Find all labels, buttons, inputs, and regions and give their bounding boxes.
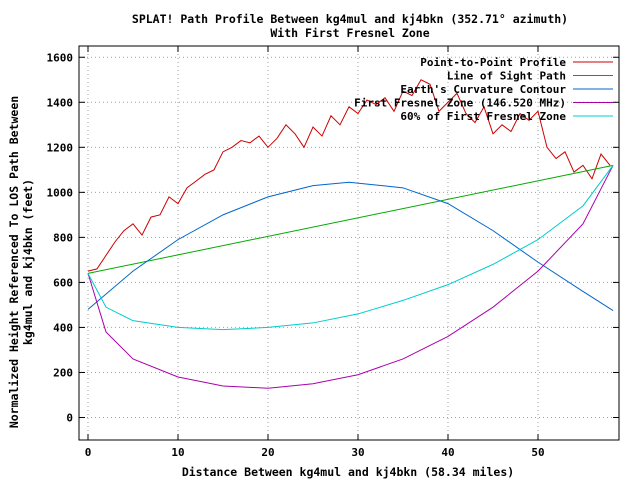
legend-label: Point-to-Point Profile [420, 56, 566, 69]
x-tick-label: 10 [171, 446, 184, 459]
y-tick-label: 1400 [47, 96, 74, 109]
x-tick-label: 50 [531, 446, 544, 459]
series-line-2 [87, 181, 614, 311]
legend-label: Earth's Curvature Contour [400, 83, 566, 96]
y-tick-label: 400 [53, 321, 73, 334]
x-tick-label: 0 [85, 446, 92, 459]
x-tick-label: 40 [441, 446, 454, 459]
series-layer [87, 79, 614, 389]
series-line-4 [87, 165, 614, 331]
plot-border [78, 45, 620, 441]
legend-label: Line of Sight Path [447, 70, 566, 83]
y-axis-label-line1: Normalized Height Referenced To LOS Path… [7, 96, 21, 428]
y-tick-label: 1600 [47, 51, 74, 64]
y-tick-label: 0 [66, 411, 73, 424]
y-tick-label: 1000 [47, 186, 74, 199]
series-line-3 [87, 165, 614, 389]
y-tick-label: 1200 [47, 141, 74, 154]
chart-title: SPLAT! Path Profile Between kg4mul and k… [132, 12, 568, 26]
y-tick-label: 600 [53, 276, 73, 289]
x-tick-label: 30 [351, 446, 364, 459]
y-tick-label: 800 [53, 231, 73, 244]
series-line-1 [87, 164, 614, 274]
series-line-0 [87, 79, 611, 272]
legend-label: 60% of First Fresnel Zone [400, 110, 566, 123]
plot-frame [78, 45, 620, 441]
legend-label: First Fresnel Zone (146.520 MHz) [354, 97, 566, 110]
x-tick-label: 20 [261, 446, 274, 459]
y-tick-label: 200 [53, 366, 73, 379]
chart-subtitle: With First Fresnel Zone [270, 26, 429, 40]
y-axis-label-line2: kg4mul and kj4bkn (feet) [21, 179, 35, 345]
tick-layer: 0 10 20 30 40 50 0 200 400 600 800 1000 1200 1400 1600 [47, 46, 619, 459]
x-axis-label: Distance Between kg4mul and kj4bkn (58.3… [182, 465, 514, 479]
